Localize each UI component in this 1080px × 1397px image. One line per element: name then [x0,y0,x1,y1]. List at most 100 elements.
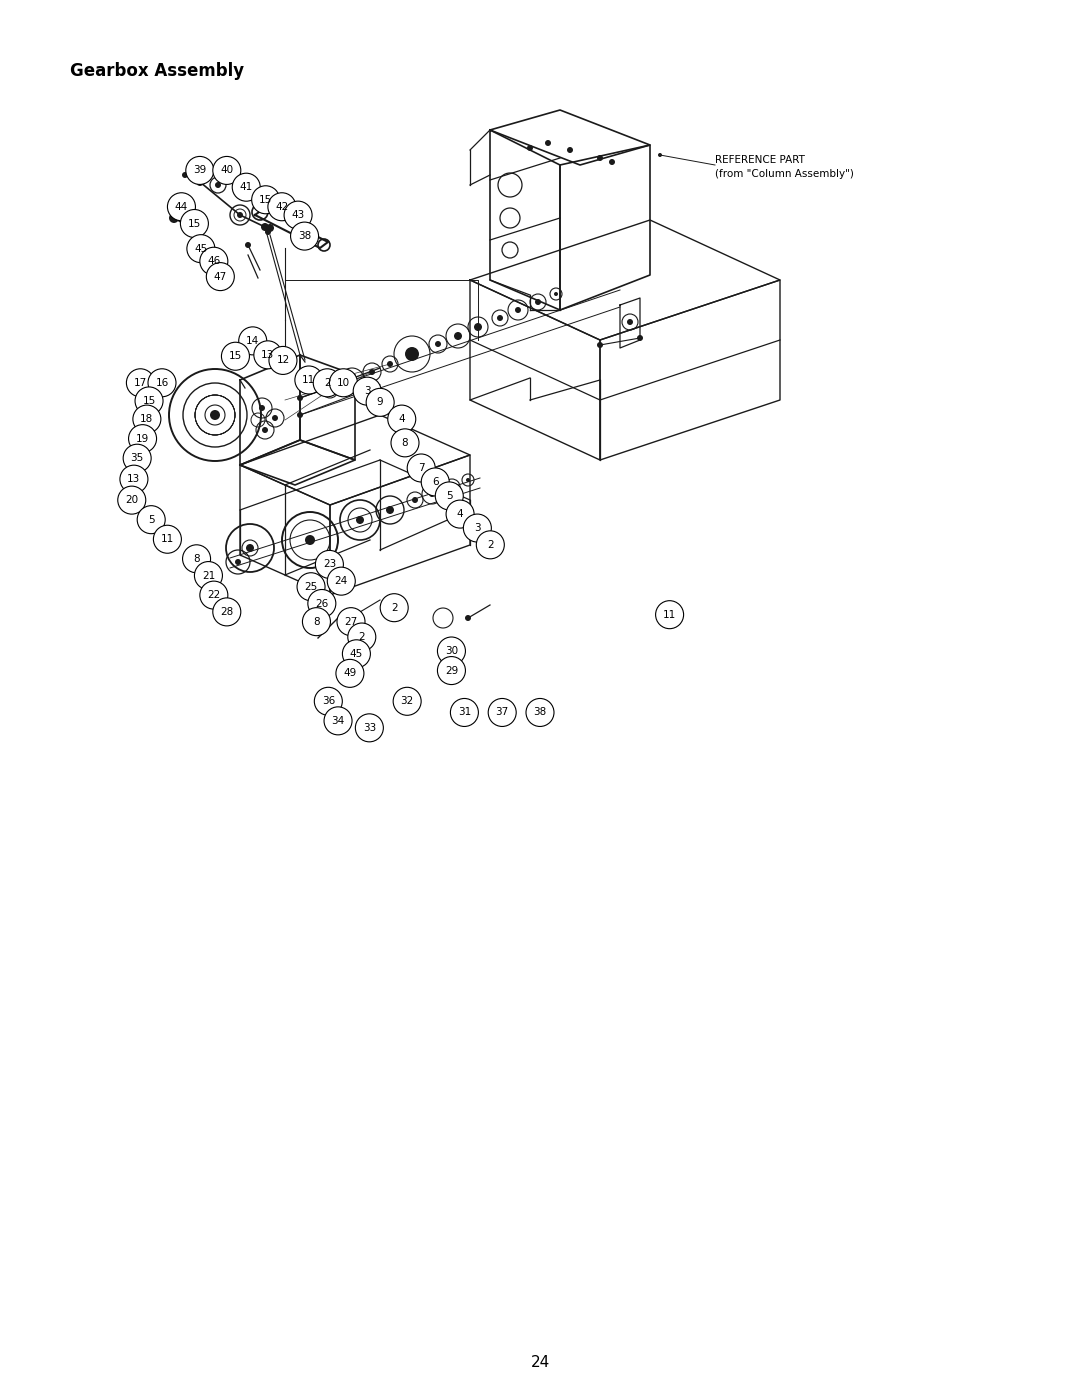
Circle shape [527,145,534,151]
Text: Gearbox Assembly: Gearbox Assembly [70,61,244,80]
Circle shape [405,346,419,360]
Circle shape [474,323,482,331]
Circle shape [437,637,465,665]
Text: 26: 26 [315,598,328,609]
Circle shape [437,657,465,685]
Text: 21: 21 [202,570,215,581]
Circle shape [133,405,161,433]
Text: 2: 2 [359,631,365,643]
Circle shape [497,314,503,321]
Circle shape [355,714,383,742]
Circle shape [295,366,323,394]
Circle shape [627,319,633,326]
Text: 28: 28 [220,606,233,617]
Text: 43: 43 [292,210,305,221]
Text: 49: 49 [343,668,356,679]
Circle shape [449,483,455,490]
Circle shape [391,429,419,457]
Circle shape [388,405,416,433]
Text: 15: 15 [143,395,156,407]
Circle shape [120,465,148,493]
Circle shape [183,172,188,177]
Circle shape [450,698,478,726]
Circle shape [329,369,357,397]
Circle shape [567,147,573,154]
Circle shape [347,374,357,386]
Circle shape [148,369,176,397]
Circle shape [337,608,365,636]
Circle shape [597,342,603,348]
Text: 6: 6 [432,476,438,488]
Text: 3: 3 [364,386,370,397]
Text: 25: 25 [305,581,318,592]
Text: 8: 8 [193,553,200,564]
Circle shape [465,478,470,482]
Circle shape [353,377,381,405]
Circle shape [535,299,541,305]
Circle shape [275,212,281,219]
Text: 44: 44 [175,201,188,212]
Circle shape [168,212,179,224]
Circle shape [327,567,355,595]
Text: 9: 9 [377,397,383,408]
Text: 17: 17 [134,377,147,388]
Circle shape [297,395,303,401]
Circle shape [180,210,208,237]
Circle shape [407,454,435,482]
Text: 22: 22 [207,590,220,601]
Circle shape [210,409,220,420]
Text: 34: 34 [332,715,345,726]
Text: 32: 32 [401,696,414,707]
Circle shape [245,242,251,249]
Circle shape [429,490,435,497]
Circle shape [515,307,521,313]
Text: 5: 5 [446,490,453,502]
Text: 20: 20 [125,495,138,506]
Text: 41: 41 [240,182,253,193]
Circle shape [252,186,280,214]
Text: 18: 18 [140,414,153,425]
Text: 45: 45 [350,648,363,659]
Text: REFERENCE PART
(from "Column Assembly"): REFERENCE PART (from "Column Assembly") [715,155,854,179]
Circle shape [463,514,491,542]
Text: 14: 14 [246,335,259,346]
Text: 37: 37 [496,707,509,718]
Text: 4: 4 [457,509,463,520]
Text: 12: 12 [276,355,289,366]
Circle shape [435,341,441,346]
Circle shape [167,193,195,221]
Circle shape [387,360,393,367]
Circle shape [435,482,463,510]
Circle shape [291,222,319,250]
Circle shape [658,154,662,156]
Text: 46: 46 [207,256,220,267]
Circle shape [336,659,364,687]
Circle shape [302,608,330,636]
Circle shape [272,415,278,420]
Circle shape [126,369,154,397]
Circle shape [347,615,353,622]
Circle shape [313,369,341,397]
Circle shape [239,327,267,355]
Text: 16: 16 [156,377,168,388]
Circle shape [221,342,249,370]
Text: 5: 5 [148,514,154,525]
Circle shape [200,581,228,609]
Text: 15: 15 [229,351,242,362]
Circle shape [476,531,504,559]
Circle shape [213,156,241,184]
Circle shape [213,598,241,626]
Circle shape [305,535,315,545]
Circle shape [262,427,268,433]
Circle shape [307,627,313,633]
Circle shape [194,562,222,590]
Text: 8: 8 [313,616,320,627]
Circle shape [386,506,394,514]
Text: 45: 45 [194,243,207,254]
Text: 15: 15 [188,218,201,229]
Text: 13: 13 [261,349,274,360]
Circle shape [259,205,265,211]
Circle shape [265,229,271,235]
Text: 42: 42 [275,201,288,212]
Circle shape [465,615,471,622]
